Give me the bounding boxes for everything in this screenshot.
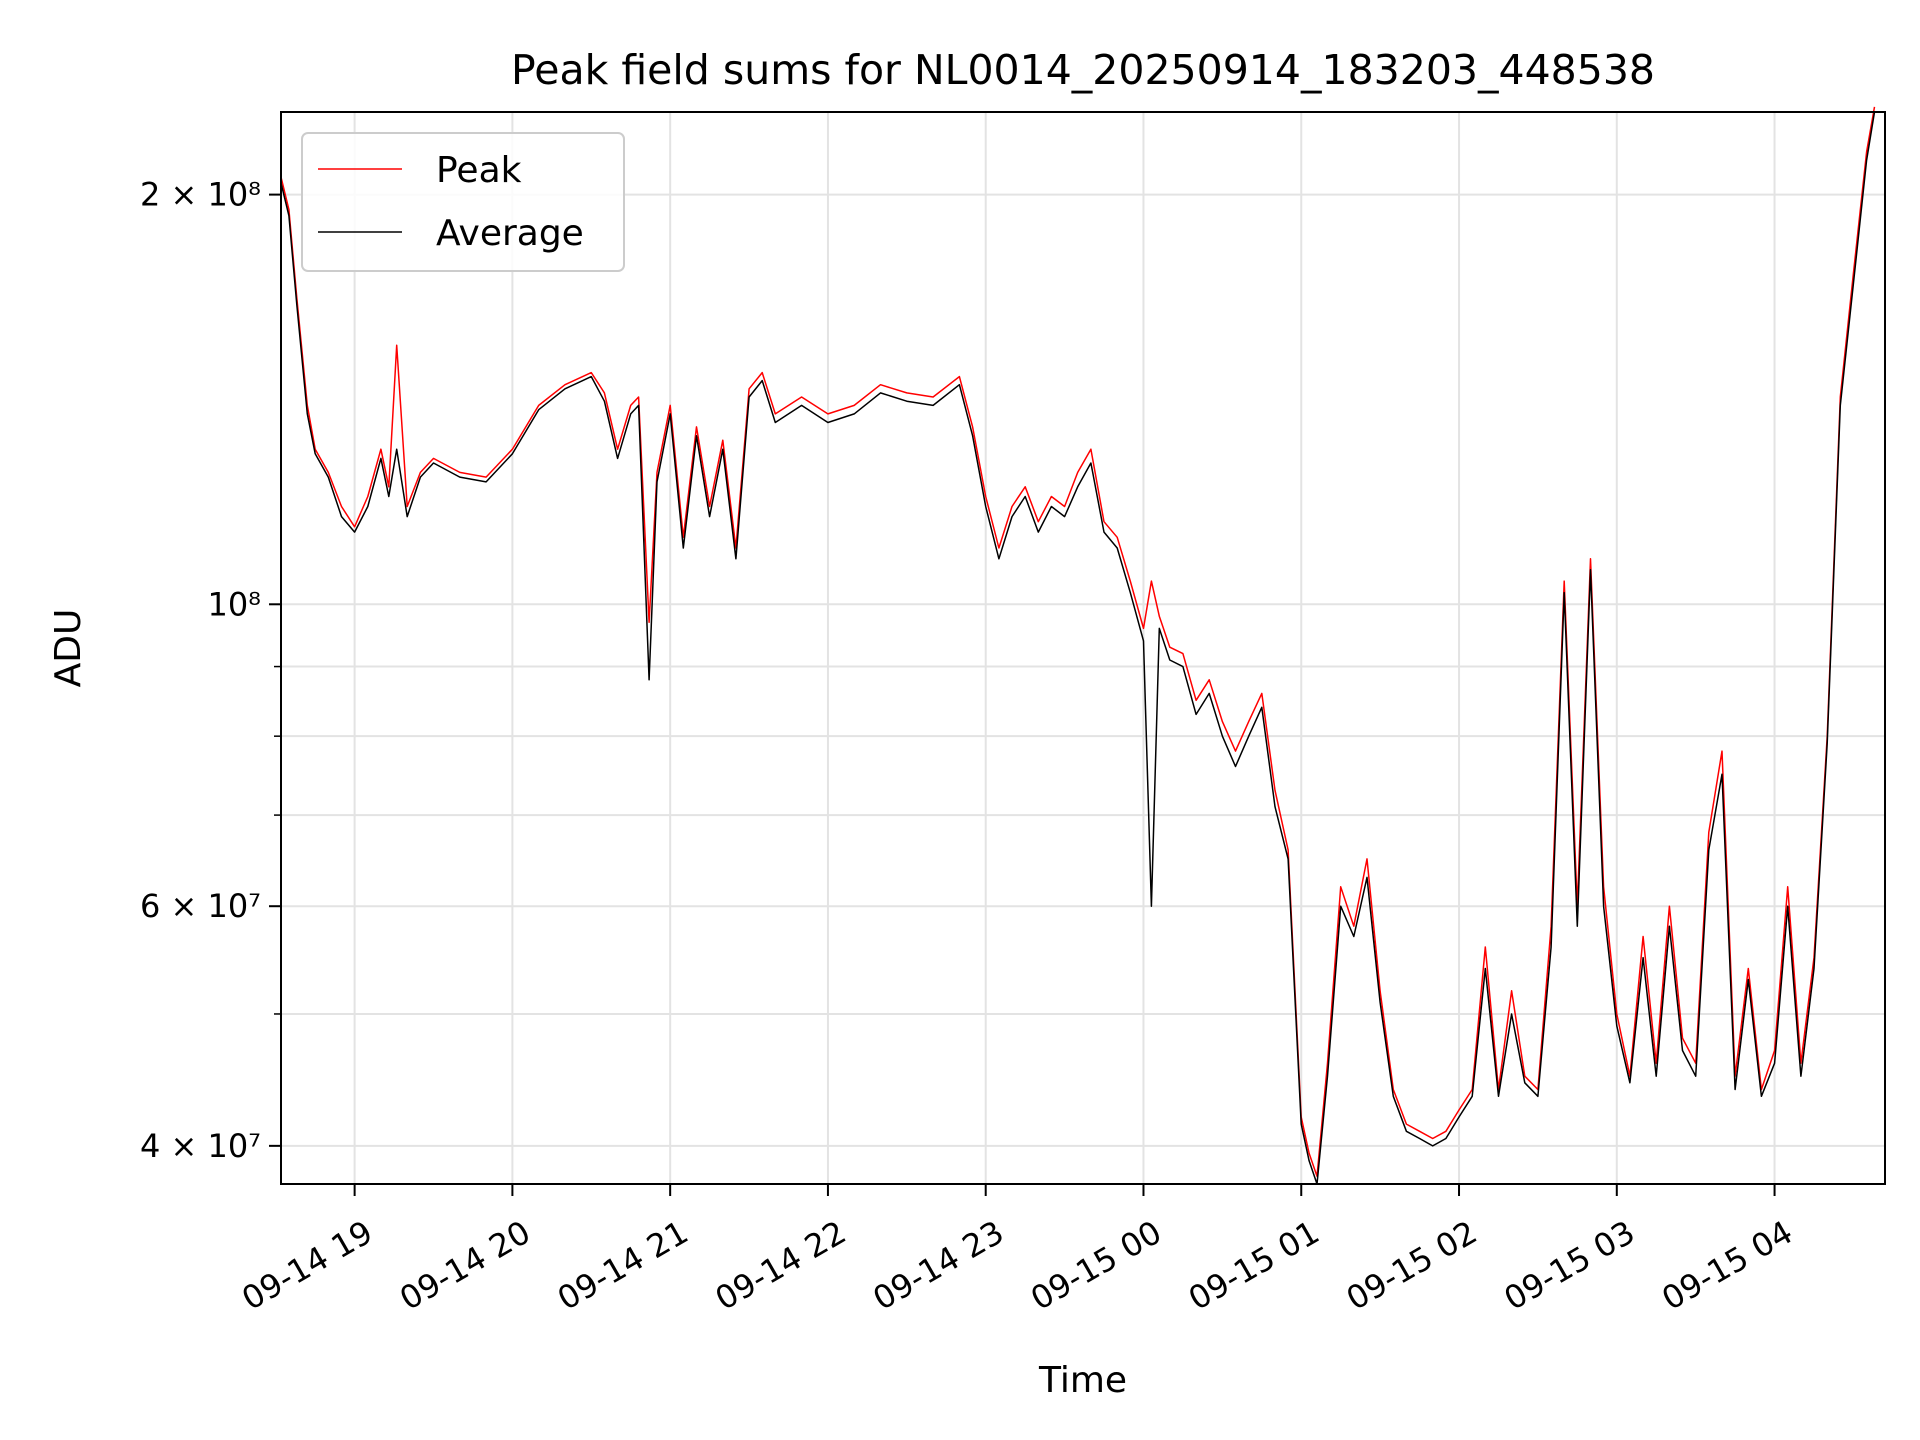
chart-title: Peak field sums for NL0014_20250914_1832… — [511, 46, 1655, 94]
grid — [281, 112, 1885, 1184]
x-axis-ticks: 09-14 19 09-14 20 09-14 21 09-14 22 09-14 23… — [235, 1184, 1799, 1318]
plot-frame — [280, 111, 1886, 1185]
legend-label-peak: Peak — [436, 150, 522, 191]
x-tick-label: 09-15 04 — [1655, 1213, 1799, 1318]
y-tick-label: 6 × 10⁷ — [140, 887, 261, 925]
x-tick-label: 09-14 22 — [709, 1213, 853, 1318]
x-tick-label: 09-14 19 — [235, 1213, 379, 1318]
x-tick-label: 09-15 00 — [1024, 1213, 1168, 1318]
legend-label-average: Average — [436, 213, 584, 254]
y-tick-label: 2 × 10⁸ — [140, 176, 261, 214]
x-tick-label: 09-14 21 — [551, 1213, 695, 1318]
x-tick-label: 09-14 23 — [867, 1213, 1011, 1318]
y-tick-label: 4 × 10⁷ — [140, 1127, 261, 1165]
x-tick-label: 09-15 02 — [1340, 1213, 1484, 1318]
x-tick-label: 09-15 03 — [1498, 1213, 1642, 1318]
y-axis-label: ADU — [48, 609, 89, 688]
x-tick-label: 09-14 20 — [393, 1213, 537, 1318]
x-tick-label: 09-15 01 — [1182, 1213, 1326, 1318]
y-tick-label: 10⁸ — [207, 585, 261, 623]
series-lines — [280, 106, 1876, 1185]
x-axis-label: Time — [1038, 1360, 1127, 1401]
series-line-average — [280, 111, 1876, 1185]
legend-box — [301, 132, 625, 272]
y-axis-ticks: 4 × 10⁷ 6 × 10⁷ 10⁸ 2 × 10⁸ — [140, 176, 281, 1165]
legend: Peak Average — [301, 132, 625, 272]
